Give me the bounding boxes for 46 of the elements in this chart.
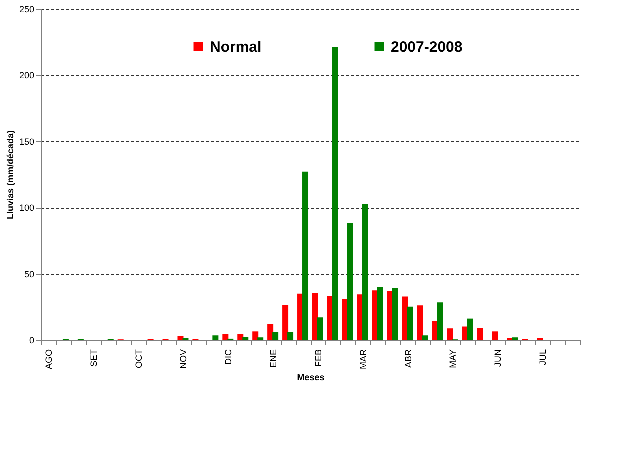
bar — [467, 318, 474, 340]
bar — [302, 172, 309, 340]
x-tick-label: MAY — [448, 350, 458, 368]
bar — [407, 306, 414, 340]
bar — [282, 305, 289, 340]
x-axis-title: Meses — [297, 372, 325, 383]
bar — [492, 332, 498, 340]
bar — [392, 288, 398, 340]
bar — [417, 306, 424, 340]
x-tick-label: MAR — [358, 349, 368, 370]
bar — [288, 332, 294, 340]
x-tick-label: JUL — [538, 350, 548, 366]
x-tick-label: ENE — [268, 350, 279, 368]
x-tick-label: OCT — [134, 349, 144, 368]
bar — [477, 328, 484, 340]
y-tick-label: 100 — [19, 203, 34, 214]
legend-label: Normal — [210, 38, 262, 56]
bar — [362, 204, 368, 340]
y-tick-label: 250 — [19, 4, 34, 14]
x-tick-label: NOV — [178, 350, 189, 370]
x-tick-label: ABR — [403, 349, 414, 368]
x-tick-label: AGO — [44, 350, 54, 370]
bar — [272, 332, 279, 340]
bar — [212, 336, 219, 340]
bar — [252, 332, 259, 340]
bar — [242, 337, 249, 340]
y-tick-label: 150 — [19, 136, 34, 147]
x-tick-label: SET — [88, 349, 99, 368]
bar — [437, 302, 444, 340]
y-axis-title: Lluvias (mm/década) — [5, 130, 16, 220]
y-tick-label: 50 — [24, 269, 34, 280]
x-tick-label: DIC — [224, 349, 234, 365]
bar — [377, 287, 384, 340]
bar — [317, 318, 324, 340]
bar — [332, 47, 338, 340]
bar — [347, 223, 354, 340]
x-tick-label: JUN — [493, 350, 504, 367]
bar — [222, 334, 229, 340]
legend-label: 2007-2008 — [391, 38, 463, 56]
y-tick-label: 200 — [19, 70, 34, 81]
bar — [268, 324, 274, 340]
x-tick-label: FEB — [313, 350, 324, 368]
y-tick-label: 0 — [29, 336, 34, 346]
bar — [312, 293, 318, 340]
bar — [447, 328, 454, 340]
bar — [422, 336, 428, 340]
